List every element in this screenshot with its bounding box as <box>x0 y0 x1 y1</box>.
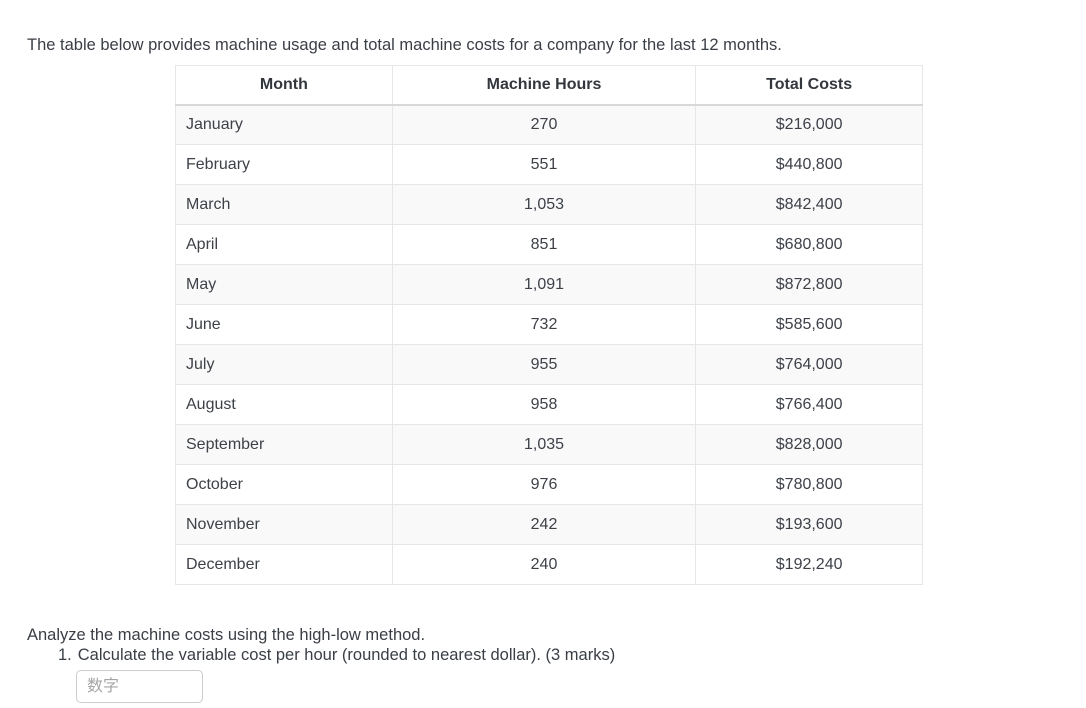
cell-cost: $440,800 <box>695 144 923 185</box>
intro-text: The table below provides machine usage a… <box>27 35 782 54</box>
cell-hours: 851 <box>391 224 697 265</box>
cell-month: July <box>175 344 393 385</box>
table-row: August 958 $766,400 <box>175 384 923 425</box>
cell-cost: $828,000 <box>695 424 923 465</box>
cell-hours: 1,035 <box>391 424 697 465</box>
cell-cost: $216,000 <box>695 104 923 145</box>
table-row: January 270 $216,000 <box>175 104 923 145</box>
cell-cost: $766,400 <box>695 384 923 425</box>
table-row: April 851 $680,800 <box>175 224 923 265</box>
cell-month: December <box>175 544 393 585</box>
table-row: November 242 $193,600 <box>175 504 923 545</box>
table-row: December 240 $192,240 <box>175 544 923 585</box>
cell-month: November <box>175 504 393 545</box>
cell-cost: $193,600 <box>695 504 923 545</box>
cell-hours: 976 <box>391 464 697 505</box>
table-row: May 1,091 $872,800 <box>175 264 923 305</box>
cell-hours: 1,091 <box>391 264 697 305</box>
cell-hours: 1,053 <box>391 184 697 225</box>
question-1-text: Calculate the variable cost per hour (ro… <box>77 646 616 664</box>
machine-costs-table: Month Machine Hours Total Costs January … <box>175 65 923 585</box>
cell-hours: 732 <box>391 304 697 345</box>
cell-hours: 270 <box>391 104 697 145</box>
header-total-costs: Total Costs <box>695 65 923 106</box>
cell-cost: $680,800 <box>695 224 923 265</box>
question-1-number: 1. <box>58 646 72 664</box>
table-row: February 551 $440,800 <box>175 144 923 185</box>
cell-month: October <box>175 464 393 505</box>
table-row: September 1,035 $828,000 <box>175 424 923 465</box>
cell-month: March <box>175 184 393 225</box>
cell-cost: $192,240 <box>695 544 923 585</box>
header-machine-hours: Machine Hours <box>391 65 697 106</box>
cell-month: January <box>175 104 393 145</box>
cell-hours: 242 <box>391 504 697 545</box>
cell-cost: $780,800 <box>695 464 923 505</box>
cell-cost: $585,600 <box>695 304 923 345</box>
cell-month: August <box>175 384 393 425</box>
cell-cost: $764,000 <box>695 344 923 385</box>
cell-hours: 240 <box>391 544 697 585</box>
cell-month: April <box>175 224 393 265</box>
table-row: October 976 $780,800 <box>175 464 923 505</box>
table-row: July 955 $764,000 <box>175 344 923 385</box>
cell-month: May <box>175 264 393 305</box>
cell-hours: 551 <box>391 144 697 185</box>
cell-hours: 958 <box>391 384 697 425</box>
question-1: 1. Calculate the variable cost per hour … <box>58 646 615 665</box>
machine-costs-table-wrap: Month Machine Hours Total Costs January … <box>175 65 923 585</box>
table-row: June 732 $585,600 <box>175 304 923 345</box>
cell-month: February <box>175 144 393 185</box>
analysis-instruction: Analyze the machine costs using the high… <box>27 625 426 644</box>
cell-month: June <box>175 304 393 345</box>
cell-cost: $842,400 <box>695 184 923 225</box>
table-row: March 1,053 $842,400 <box>175 184 923 225</box>
cell-hours: 955 <box>391 344 697 385</box>
answer-input[interactable] <box>76 670 203 703</box>
cell-cost: $872,800 <box>695 264 923 305</box>
header-month: Month <box>175 65 393 106</box>
table-header-row: Month Machine Hours Total Costs <box>175 65 923 106</box>
cell-month: September <box>175 424 393 465</box>
